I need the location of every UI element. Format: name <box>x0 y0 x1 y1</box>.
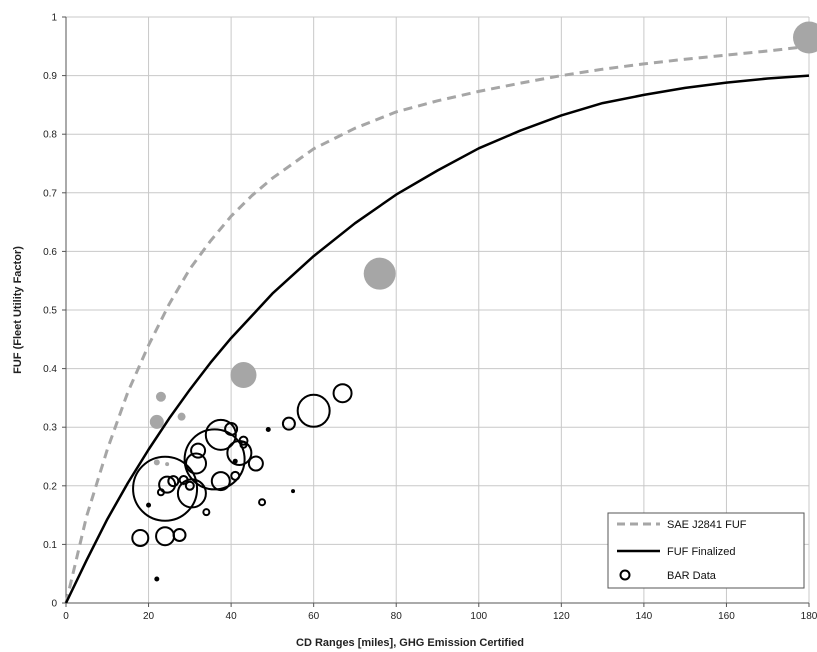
x-tick-label: 160 <box>718 611 735 622</box>
y-tick-label: 0 <box>51 599 57 610</box>
bar-data-point <box>184 480 195 491</box>
axes <box>62 16 810 607</box>
curves <box>64 44 810 604</box>
y-tick-label: 0.6 <box>43 247 57 258</box>
bar-data-point <box>296 393 331 428</box>
y-tick-label: 0.5 <box>43 306 57 317</box>
gray-bubble-point <box>230 362 257 389</box>
bar-data-point <box>154 576 160 582</box>
x-tick-label: 80 <box>391 611 403 622</box>
y-tick-label: 0.7 <box>43 188 57 199</box>
gray-bubble-point <box>149 414 164 429</box>
legend-finalized-label: FUF Finalized <box>667 546 735 558</box>
y-tick-label: 0.3 <box>43 423 57 434</box>
bar-data-point <box>224 421 239 436</box>
y-axis-label: FUF (Fleet Utility Factor) <box>12 246 24 374</box>
bar-data-point <box>239 440 248 449</box>
x-tick-label: 20 <box>143 611 155 622</box>
bar-data-point <box>176 478 207 509</box>
bar-data-point <box>146 502 152 508</box>
bar-data-point <box>258 498 267 507</box>
bar-data-point <box>204 418 237 451</box>
bar-data-point <box>265 427 271 433</box>
fuf-finalized-curve <box>64 74 810 604</box>
bar-data-point <box>158 475 177 494</box>
gray-bubble-point <box>363 257 396 290</box>
y-tick-label: 0.8 <box>43 130 57 141</box>
legend-sae-label: SAE J2841 FUF <box>667 519 747 531</box>
bar-data-point <box>247 455 264 472</box>
x-axis-label: CD Ranges [miles], GHG Emission Certifie… <box>296 637 524 649</box>
bar-data-point <box>183 428 246 491</box>
x-tick-label: 0 <box>63 611 69 622</box>
bar-data-point <box>178 474 189 485</box>
y-tick-label: 0.4 <box>43 364 57 375</box>
bar-data-point <box>232 458 238 464</box>
bar-data-point <box>131 528 150 547</box>
x-tick-label: 40 <box>226 611 238 622</box>
bar-data-point <box>238 435 249 446</box>
bar-data-point <box>156 488 165 497</box>
bar-data-point <box>210 471 231 492</box>
tick-labels: 0 20 40 60 80 100 120 140 160 180 0 0.1 0.2 0.3 0.4 0.5… <box>43 13 817 623</box>
x-tick-label: 140 <box>636 611 653 622</box>
gray-bubble-point <box>793 21 817 54</box>
x-tick-label: 180 <box>801 611 817 622</box>
legend: SAE J2841 FUF FUF Finalized BAR Data <box>607 512 805 589</box>
y-tick-label: 0.9 <box>43 71 57 82</box>
bar-data-point <box>230 470 241 481</box>
bar-data-point <box>281 416 296 431</box>
legend-bar-label: BAR Data <box>667 570 717 582</box>
bar-data-point <box>167 475 180 488</box>
gray-bubble-point <box>155 391 166 402</box>
gray-bubble-point <box>153 459 160 466</box>
y-tick-label: 1 <box>51 13 57 24</box>
bar-data-point <box>132 455 199 522</box>
bar-data-point <box>185 452 208 475</box>
y-tick-label: 0.1 <box>43 540 57 551</box>
bubbles <box>131 21 817 582</box>
gray-bubble-point <box>165 462 170 467</box>
gray-bubble-point <box>177 412 186 421</box>
bar-data-point <box>291 489 296 494</box>
x-tick-label: 60 <box>308 611 320 622</box>
legend-bar-swatch <box>619 569 631 581</box>
bar-data-point <box>202 508 211 517</box>
bar-data-point <box>332 383 353 404</box>
bar-data-point <box>190 442 207 459</box>
bar-data-point <box>172 528 187 543</box>
x-tick-label: 100 <box>470 611 487 622</box>
y-tick-label: 0.2 <box>43 481 57 492</box>
x-tick-label: 120 <box>553 611 570 622</box>
sae-j2841-fuf-curve <box>64 44 810 604</box>
bar-data-point <box>155 526 176 547</box>
